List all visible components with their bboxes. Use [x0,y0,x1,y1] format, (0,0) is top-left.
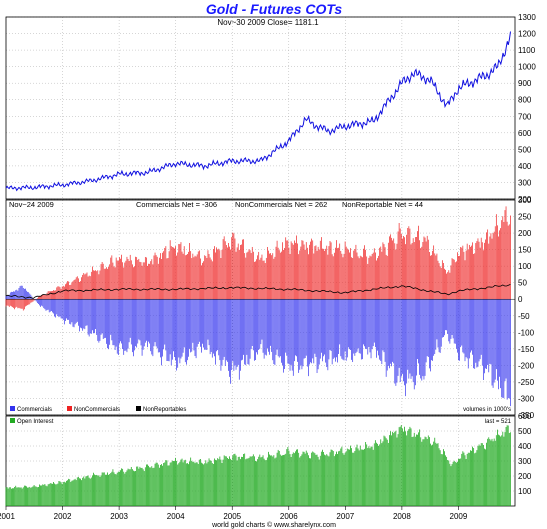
legend-swatch-1 [67,406,72,411]
price-ytick-label: 800 [518,96,532,105]
legend-label-1: NonCommercials [74,407,120,413]
footer-credit: world gold charts © www.sharelynx.com [211,521,336,529]
price-ytick-label: 400 [518,162,532,171]
chart-title: Gold - Futures COTs [206,1,343,17]
legend-label-2: NonReportables [143,407,186,413]
x-tick-label: 2004 [167,512,185,521]
cot-panel-frame [5,199,516,416]
x-tick-label: 2005 [223,512,241,521]
price-ytick-label: 700 [518,112,532,121]
cot-ytick-label: 300 [518,196,532,205]
cot-ytick-label: -100 [518,328,535,337]
x-tick-label: 2009 [450,512,468,521]
oi-legend-swatch [10,418,15,423]
cot-ytick-label: 250 [518,213,532,222]
cot-ytick-label: -250 [518,378,535,387]
nonreportables-line [5,284,511,299]
oi-ytick-label: 400 [518,442,532,451]
price-ytick-label: 900 [518,79,532,88]
x-tick-label: 2007 [336,512,354,521]
price-ytick-label: 1000 [518,63,536,72]
x-tick-label: 2006 [280,512,298,521]
price-ytick-label: 300 [518,178,532,187]
x-tick-label: 2002 [54,512,72,521]
cot-ytick-label: 200 [518,229,532,238]
oi-ytick-label: 500 [518,427,532,436]
price-ytick-label: 1200 [518,30,536,39]
cot-ytick-label: 0 [518,295,523,304]
cot-ytick-label: -300 [518,394,535,403]
price-ytick-label: 600 [518,129,532,138]
cot-ytick-label: -150 [518,345,535,354]
price-ytick-label: 500 [518,145,532,154]
oi-ytick-label: 300 [518,457,532,466]
noncommercials-net-stat: NonCommercials Net = 262 [235,200,327,209]
price-line [5,31,511,192]
cot-header-date: Nov~24 2009 [9,200,54,209]
cot-ytick-label: -200 [518,361,535,370]
cot-ytick-label: 150 [518,246,532,255]
price-header: Nov~30 2009 Close= 1181.1 [217,18,319,27]
x-tick-label: 2008 [393,512,411,521]
oi-last-stat: last = 521 [485,419,512,425]
price-panel-frame [5,16,516,200]
oi-ytick-label: 100 [518,487,532,496]
price-ytick-label: 1300 [518,13,536,22]
oi-ytick-label: 200 [518,472,532,481]
legend-label-0: Commercials [17,407,52,413]
cot-ytick-label: -50 [518,312,530,321]
cot-ytick-label: 50 [518,279,527,288]
price-ytick-label: 200 [518,195,532,204]
x-tick-label: 2003 [110,512,128,521]
price-ytick-label: 1100 [518,46,536,55]
oi-ytick-label: 600 [518,412,532,421]
legend-swatch-2 [136,406,141,411]
units-note: volumes in 1000's [463,407,511,413]
oi-legend-label: Open Interest [17,419,54,425]
cot-ytick-label: -350 [518,411,535,420]
cot-ytick-label: 100 [518,262,532,271]
commercials-net-stat: Commercials Net = -306 [136,200,217,209]
nonreportable-net-stat: NonReportable Net = 44 [342,200,423,209]
legend-swatch-0 [10,406,15,411]
